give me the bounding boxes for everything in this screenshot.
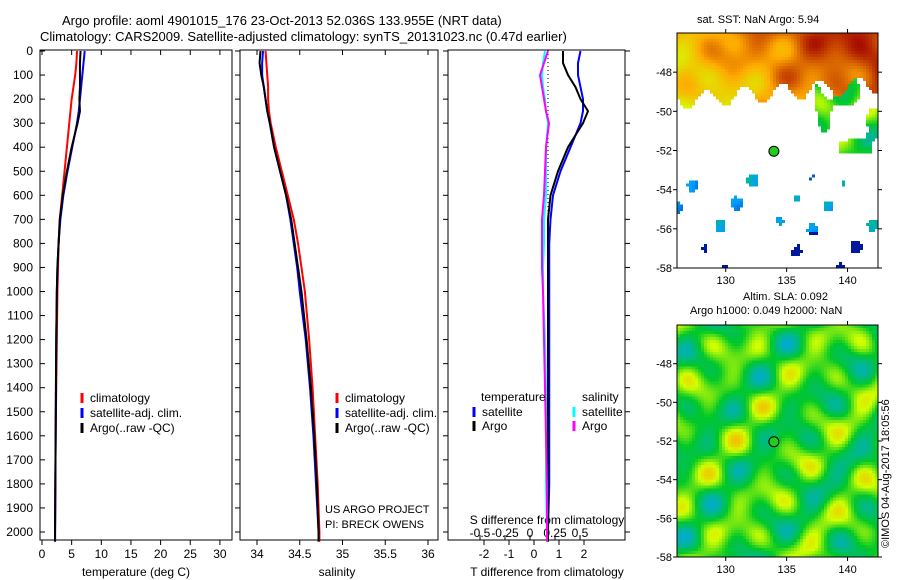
map-lat-label: -58 bbox=[656, 552, 672, 564]
sdiff-tick-label: 0.5 bbox=[572, 526, 589, 540]
depth-tick-label: 700 bbox=[13, 212, 33, 226]
depth-tick-label: 0 bbox=[26, 44, 33, 58]
sdiff-tick-label: 0.25 bbox=[543, 526, 567, 540]
diff-line-0 bbox=[547, 50, 584, 542]
depth-tick-label: 600 bbox=[13, 188, 33, 202]
depth-tick-label: 1600 bbox=[6, 429, 33, 443]
tdiff-tick-label: -1 bbox=[504, 547, 515, 561]
map-lon-label: 135 bbox=[777, 275, 795, 287]
map-lat-label: -52 bbox=[656, 436, 672, 448]
sal-tick-label: 35.5 bbox=[374, 547, 398, 561]
sdiff-tick-label: -0.25 bbox=[491, 526, 519, 540]
legend-label: satellite-adj. clim. bbox=[90, 406, 182, 420]
legend-label: Argo bbox=[482, 419, 508, 433]
depth-tick-label: 1500 bbox=[6, 405, 33, 419]
panel-frame-2 bbox=[447, 49, 626, 541]
map-lat-label: -54 bbox=[656, 475, 672, 487]
temp-axis-label: temperature (deg C) bbox=[82, 565, 190, 579]
sal-line-2 bbox=[258, 50, 320, 542]
map-lon-label: 135 bbox=[777, 564, 795, 576]
sal-tick-label: 34 bbox=[250, 547, 264, 561]
sla-map-subtitle: Argo h1000: 0.049 h2000: NaN bbox=[690, 305, 843, 317]
legend-label: climatology bbox=[90, 391, 150, 405]
map-lon-label: 140 bbox=[838, 564, 856, 576]
diff-line-1 bbox=[547, 51, 590, 542]
timestamp-stamp: ©IMOS 04-Aug-2017 18:05:56 bbox=[880, 399, 892, 548]
map-lat-label: -56 bbox=[656, 513, 672, 525]
legend-title-temperature: temperature bbox=[481, 390, 546, 404]
title-line-2: Climatology: CARS2009. Satellite-adjuste… bbox=[40, 29, 567, 44]
depth-tick-label: 100 bbox=[13, 68, 33, 82]
sal-axis-label: salinity bbox=[319, 565, 356, 579]
sla-map-title: Altim. SLA: 0.092 bbox=[743, 291, 828, 303]
depth-tick-label: 1100 bbox=[7, 309, 33, 323]
legend-label: climatology bbox=[345, 391, 405, 405]
legend-label: satellite-adj. clim. bbox=[345, 406, 437, 420]
sdiff-tick-label: -0.5 bbox=[470, 526, 491, 540]
map-lon-label: 130 bbox=[717, 275, 735, 287]
map-lat-label: -52 bbox=[656, 146, 672, 158]
map-lat-label: -54 bbox=[656, 185, 672, 197]
depth-tick-label: 300 bbox=[13, 116, 33, 130]
depth-tick-label: 400 bbox=[13, 140, 33, 154]
depth-tick-label: 500 bbox=[13, 164, 33, 178]
panel-frame-0 bbox=[39, 49, 233, 541]
temp-tick-label: 30 bbox=[213, 547, 227, 561]
tdiff-tick-label: 1 bbox=[556, 547, 563, 561]
credit-text: US ARGO PROJECT bbox=[325, 504, 430, 516]
legend-title-salinity: salinity bbox=[582, 390, 619, 404]
tdiff-tick-label: -2 bbox=[479, 547, 490, 561]
argo-position-marker bbox=[768, 145, 780, 157]
depth-tick-label: 1300 bbox=[6, 357, 33, 371]
temp-tick-label: 15 bbox=[124, 547, 138, 561]
tdiff-tick-label: 2 bbox=[581, 547, 588, 561]
temp-tick-label: 0 bbox=[39, 547, 46, 561]
diff-line-3 bbox=[538, 50, 551, 542]
map-lat-label: -56 bbox=[656, 224, 672, 236]
map-lat-label: -48 bbox=[656, 67, 672, 79]
depth-tick-label: 1700 bbox=[6, 453, 33, 467]
temp-tick-label: 25 bbox=[184, 547, 198, 561]
legend-label: satellite bbox=[582, 405, 623, 419]
temp-tick-label: 10 bbox=[95, 547, 109, 561]
depth-tick-label: 2000 bbox=[6, 525, 33, 539]
map-lon-label: 130 bbox=[717, 564, 735, 576]
sst-map-title: sat. SST: NaN Argo: 5.94 bbox=[697, 14, 820, 26]
sal-tick-label: 36 bbox=[421, 547, 435, 561]
sdiff-tick-label: 0 bbox=[527, 526, 534, 540]
map-lat-label: -50 bbox=[656, 397, 672, 409]
temp-tick-label: 5 bbox=[68, 547, 75, 561]
legend-label: Argo(..raw -QC) bbox=[90, 421, 175, 435]
map-lat-label: -48 bbox=[656, 359, 672, 371]
depth-tick-label: 1900 bbox=[6, 501, 33, 515]
sal-tick-label: 35 bbox=[336, 547, 350, 561]
temp-tick-label: 20 bbox=[154, 547, 168, 561]
legend-label: Argo(..raw -QC) bbox=[345, 421, 430, 435]
sal-tick-label: 34.5 bbox=[288, 547, 312, 561]
map-lat-label: -58 bbox=[656, 263, 672, 275]
legend-label: Argo bbox=[582, 419, 608, 433]
title-line-1: Argo profile: aoml 4901015_176 23-Oct-20… bbox=[62, 13, 502, 28]
depth-tick-label: 800 bbox=[13, 236, 33, 250]
legend-label: satellite bbox=[482, 405, 523, 419]
argo-position-marker bbox=[768, 436, 780, 448]
depth-tick-label: 200 bbox=[13, 92, 33, 106]
depth-tick-label: 1800 bbox=[6, 477, 33, 491]
map-lat-label: -50 bbox=[656, 106, 672, 118]
depth-tick-label: 1000 bbox=[6, 285, 33, 299]
depth-tick-label: 1200 bbox=[6, 333, 33, 347]
panel-frame-1 bbox=[239, 49, 439, 541]
map-lon-label: 140 bbox=[838, 275, 856, 287]
tdiff-axis-label: T difference from climatology bbox=[470, 565, 624, 579]
depth-tick-label: 1400 bbox=[6, 381, 33, 395]
tdiff-tick-label: 0 bbox=[531, 547, 538, 561]
pi-text: PI: BRECK OWENS bbox=[325, 519, 425, 531]
depth-tick-label: 900 bbox=[13, 260, 33, 274]
temp-line-2 bbox=[54, 50, 82, 542]
